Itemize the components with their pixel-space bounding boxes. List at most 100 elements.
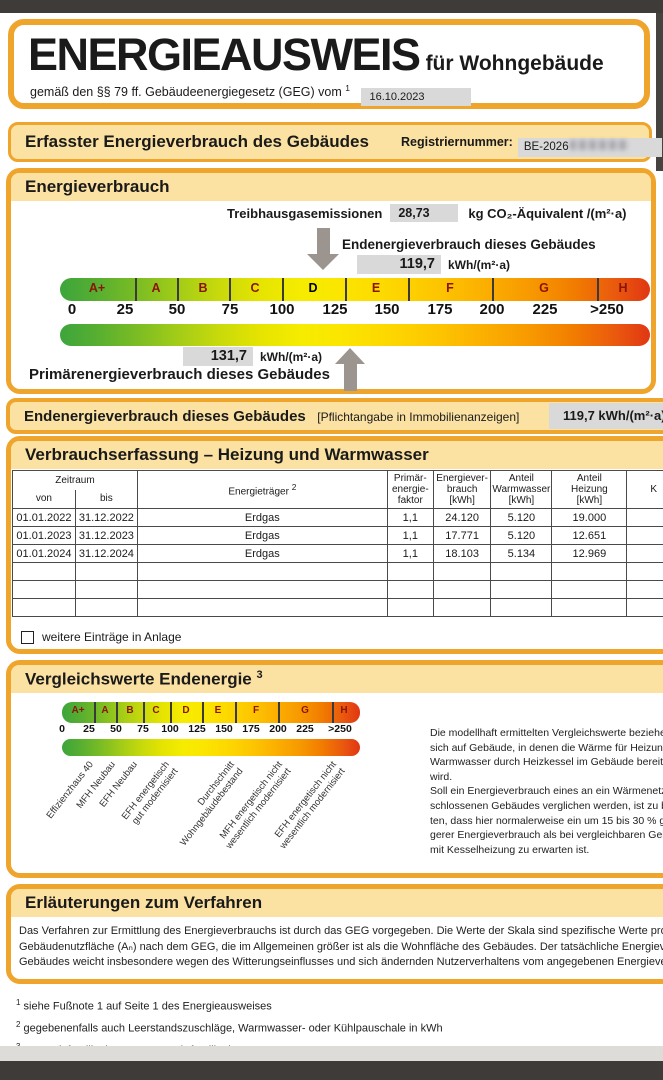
title-suffix: für Wohngebäude <box>425 52 604 75</box>
table-row: 01.01.2022 31.12.2022 Erdgas 1,1 24.120 … <box>12 508 663 527</box>
class-label-b: B <box>126 705 134 716</box>
scale-divider <box>408 278 410 301</box>
table-subheader-row: von bis <box>12 489 663 509</box>
cell-warmwasser: 5.120 <box>490 526 553 545</box>
cell-von: 01.01.2024 <box>12 544 76 563</box>
scale-divider <box>492 278 494 301</box>
class-label-b: B <box>198 281 208 295</box>
tick-75: 75 <box>137 723 149 735</box>
paragraph-line: Gebäudenutzfläche (Aₙ) nach dem GEG, die… <box>19 940 663 953</box>
paragraph-line: Das Verfahren zur Ermittlung des Energie… <box>19 925 663 937</box>
scale-divider <box>282 278 284 301</box>
erlaeuterungen-section: Erläuterungen zum Verfahren Das Verfahre… <box>6 884 663 984</box>
end-energy-arrow-down-icon <box>307 254 339 270</box>
scale-tick-row: 0 25 50 75 100 125 150 175 200 225 >250 <box>60 301 660 322</box>
tick-50: 50 <box>168 301 186 318</box>
scale-divider <box>235 702 237 723</box>
footnote-marker: 2 <box>16 1020 21 1030</box>
title-text: ENERGIEAUSWEIS <box>28 29 421 80</box>
banner-text: Endenergieverbrauch dieses Gebäudes [Pfl… <box>24 408 519 426</box>
cell-bis: 31.12.2024 <box>74 544 138 563</box>
scale-divider <box>94 702 96 723</box>
end-energy-banner: Endenergieverbrauch dieses Gebäudes [Pfl… <box>6 398 663 434</box>
energieverbrauch-section: Energieverbrauch Treibhausgasemissionen … <box>6 168 656 394</box>
cell-bis: 31.12.2023 <box>74 526 138 545</box>
verbrauchserfassung-section: Verbrauchserfassung – Heizung und Warmwa… <box>6 436 663 654</box>
paragraph-line: Soll ein Energieverbrauch eines an ein W… <box>430 785 663 798</box>
ghg-label: Treibhausgasemissionen <box>227 205 383 221</box>
section-title-erlaeuterungen: Erläuterungen zum Verfahren <box>25 893 263 912</box>
cell-heizung: 12.969 <box>551 544 628 563</box>
section-title-erfasster-energieverbrauch: Erfasster Energieverbrauch des Gebäudes <box>25 132 369 151</box>
paragraph-line: ten, dass hier normalerweise ein um 15 b… <box>430 814 663 827</box>
cell-warmwasser: 5.134 <box>490 544 553 563</box>
col-header-anteil-warmwasser: Anteil Warmwasser [kWh] <box>490 470 553 509</box>
registry-number-prefix: BE-2026 <box>523 141 569 153</box>
class-label-g: G <box>539 281 549 295</box>
scale-divider <box>345 278 347 301</box>
consumption-table: Zeitraum Energieträger 2 Primär- energie… <box>12 470 663 617</box>
end-energy-arrow-shaft <box>317 228 330 254</box>
footnote-marker: 1 <box>16 998 21 1007</box>
registry-section: Erfasster Energieverbrauch des Gebäudes … <box>8 122 662 162</box>
cell-partial <box>626 526 663 545</box>
table-empty-row <box>12 562 663 581</box>
col-header-anteil-heizung: Anteil Heizung [kWh] <box>551 470 628 509</box>
col-header-primaerenergiefaktor: Primär- energie- faktor <box>386 470 434 509</box>
paragraph-line: mit Kesselheizung zu erwarten ist. <box>430 843 590 856</box>
tick-175: 175 <box>242 723 260 735</box>
tick-75: 75 <box>221 301 239 318</box>
class-label-d-current: D <box>308 281 318 295</box>
table-empty-row <box>12 580 663 599</box>
page-title: ENERGIEAUSWEIS für Wohngebäude <box>28 29 604 81</box>
tick-175: 175 <box>427 301 453 318</box>
tick-0: 0 <box>59 723 65 735</box>
paragraph-line: sich auf Gebäude, in denen die Wärme für… <box>430 741 663 754</box>
section-title-energieverbrauch: Energieverbrauch <box>25 177 170 196</box>
footnote-1: 1 siehe Fußnote 1 auf Seite 1 des Energi… <box>16 994 443 1016</box>
tick-25: 25 <box>83 723 95 735</box>
col-header-zeitraum: Zeitraum <box>12 470 138 490</box>
class-label-c: C <box>250 281 260 295</box>
tick-100: 100 <box>161 723 179 735</box>
ghg-emissions-row: Treibhausgasemissionen 28,73 kg CO₂-Äqui… <box>227 204 627 222</box>
ghg-value: 28,73 <box>390 204 459 222</box>
more-entries-checkbox[interactable] <box>21 630 34 644</box>
explanation-paragraph: Das Verfahren zur Ermittlung des Energie… <box>19 924 663 971</box>
class-label-aplus: A+ <box>71 705 85 716</box>
paragraph-line: Die modellhaft ermittelten Vergleichswer… <box>430 727 663 739</box>
end-energy-label: Endenergieverbrauch dieses Gebäudes <box>342 237 596 252</box>
cell-bis: 31.12.2022 <box>74 508 138 527</box>
class-label-e: E <box>371 281 381 295</box>
tick-225: 225 <box>532 301 558 318</box>
banner-value: 119,7 kWh/(m²·a) <box>549 403 663 429</box>
tick-100: 100 <box>269 301 295 318</box>
photo-bottom-gray-strip <box>0 1046 663 1061</box>
section-title-verbrauchserfassung: Verbrauchserfassung – Heizung und Warmwa… <box>25 445 429 464</box>
energy-class-scale: A+ A B C D E F G H <box>60 278 650 301</box>
tick-150: 150 <box>215 723 233 735</box>
class-label-a: A <box>101 705 109 716</box>
table-header-row: Zeitraum Energieträger 2 Primär- energie… <box>12 470 663 509</box>
class-label-aplus: A+ <box>88 281 106 295</box>
class-label-f: F <box>446 281 454 295</box>
scale-divider <box>278 702 280 723</box>
col-header-energieverbrauch: Energiever- brauch [kWh] <box>432 470 492 509</box>
section-header-strip: Verbrauchserfassung – Heizung und Warmwa… <box>11 441 663 469</box>
paragraph-line: wird. <box>430 770 453 783</box>
scale-divider <box>229 278 231 301</box>
scale-divider <box>597 278 599 301</box>
cell-partial <box>626 508 663 527</box>
cell-warmwasser: 5.120 <box>490 508 553 527</box>
subtitle-text: gemäß den §§ 79 ff. Gebäudeenergiegesetz… <box>30 85 342 100</box>
table-row: 01.01.2023 31.12.2023 Erdgas 1,1 17.771 … <box>12 526 663 545</box>
vergleichswerte-title-text: Vergleichswerte Endenergie <box>25 669 252 689</box>
paragraph-line: gerer Energieverbrauch als bei vergleich… <box>430 829 663 842</box>
subtitle: gemäß den §§ 79 ff. Gebäudeenergiegesetz… <box>30 83 472 107</box>
energietraeger-footnote: 2 <box>291 481 297 492</box>
class-label-d: D <box>182 705 190 716</box>
photo-top-band <box>0 0 663 13</box>
more-entries-label: weitere Einträge in Anlage <box>42 630 182 644</box>
table-row: 01.01.2024 31.12.2024 Erdgas 1,1 18.103 … <box>12 544 663 563</box>
